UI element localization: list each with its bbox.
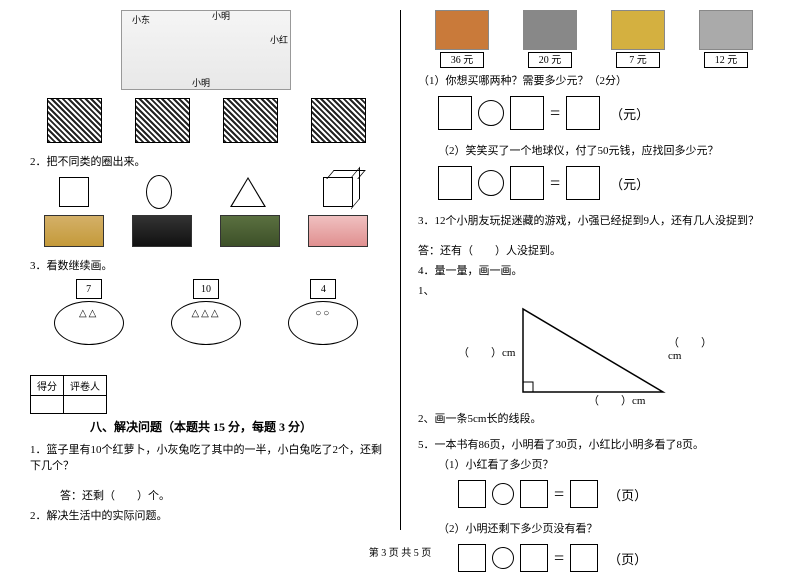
vehicles-row [30, 215, 382, 247]
scene-label: 小东 [132, 13, 150, 26]
answer-box[interactable] [458, 480, 486, 508]
count-row: 7 △△ 10 △△△ 4 ○○ [30, 279, 382, 345]
answer-box[interactable] [566, 96, 600, 130]
left-column: 小东 小明 小明 小红 2．把不同类的圈出来。 3．看数继续画。 [30, 10, 400, 540]
shop-item: 7 元 [611, 10, 665, 68]
plane-icon [308, 215, 368, 247]
count-number: 7 [76, 279, 102, 299]
cube-icon [323, 177, 353, 207]
pencil-case-icon [611, 10, 665, 50]
shapes-row [30, 175, 382, 209]
count-number: 10 [193, 279, 219, 299]
price-label: 12 元 [704, 52, 748, 68]
right-triangle-icon [518, 304, 668, 399]
dinosaur-icon [47, 98, 102, 143]
equals-sign: = [554, 484, 564, 505]
answer-box[interactable] [520, 480, 548, 508]
right-q4: 4．量一量，画一画。 [418, 262, 770, 278]
backpack-icon [699, 10, 753, 50]
dinosaur-icon [223, 98, 278, 143]
right-q5-1: （1）小红看了多少页？ [438, 456, 770, 472]
count-item: 10 △△△ [171, 279, 241, 345]
shop-item: 20 元 [523, 10, 577, 68]
right-q4-1: 1、 [418, 282, 770, 298]
car-icon [132, 215, 192, 247]
right-q1: （1）你想买哪两种？需要多少元？（2分） [418, 72, 770, 88]
section-8-title: 八、解决问题（本题共 15 分，每题 3 分） [90, 418, 382, 435]
triangle-label: （ ）cm [588, 392, 645, 408]
equation-row: = （元） [438, 96, 770, 130]
equation-row: = （页） [458, 480, 770, 508]
score-table: 得分 评卷人 [30, 375, 107, 414]
equals-sign: = [554, 548, 564, 569]
right-q3: 3．12个小朋友玩捉迷藏的游戏，小强已经捉到9人，还有几人没捉到？ [418, 212, 770, 228]
scene-label: 小明 [212, 9, 230, 22]
unit-label: （页） [608, 485, 647, 504]
shop-item: 36 元 [435, 10, 489, 68]
dinosaur-row [30, 98, 382, 143]
right-q2: （2）笑笑买了一个地球仪，付了50元钱，应找回多少元？ [438, 142, 770, 158]
score-blank[interactable] [31, 396, 64, 414]
unit-label: （元） [610, 104, 649, 123]
shop-items-row: 36 元 20 元 7 元 12 元 [418, 10, 770, 68]
dinosaur-icon [135, 98, 190, 143]
q8-1-answer: 答：还剩（ ）个。 [60, 487, 382, 503]
answer-box[interactable] [520, 544, 548, 572]
answer-box[interactable] [458, 544, 486, 572]
count-oval: △△ [54, 301, 124, 345]
operator-circle[interactable] [492, 547, 514, 569]
operator-circle[interactable] [492, 483, 514, 505]
price-label: 36 元 [440, 52, 484, 68]
right-q5: 5．一本书有86页，小明看了30页，小红比小明多看了8页。 [418, 436, 770, 452]
bus-icon [44, 215, 104, 247]
tank-icon [220, 215, 280, 247]
answer-box[interactable] [570, 544, 598, 572]
equals-sign: = [550, 103, 560, 124]
score-blank[interactable] [64, 396, 107, 414]
right-q3-answer: 答：还有（ ）人没捉到。 [418, 242, 770, 258]
globe-icon [523, 10, 577, 50]
square-icon [59, 177, 89, 207]
equation-row: = （页） [458, 544, 770, 572]
answer-box[interactable] [566, 166, 600, 200]
count-number: 4 [310, 279, 336, 299]
oval-icon [146, 175, 172, 209]
equation-row: = （元） [438, 166, 770, 200]
q8-2: 2．解决生活中的实际问题。 [30, 507, 382, 523]
question-2: 2．把不同类的圈出来。 [30, 153, 382, 169]
unit-label: （元） [610, 174, 649, 193]
score-cell: 评卷人 [64, 376, 107, 396]
right-column: 36 元 20 元 7 元 12 元 （1）你想买哪两种？需要多少元？（2分） … [400, 10, 770, 540]
q8-1: 1．篮子里有10个红萝卜，小灰兔吃了其中的一半，小白兔吃了2个，还剩下几个？ [30, 441, 382, 473]
children-illustration: 小东 小明 小明 小红 [121, 10, 291, 90]
question-3: 3．看数继续画。 [30, 257, 382, 273]
price-label: 20 元 [528, 52, 572, 68]
equals-sign: = [550, 173, 560, 194]
count-oval: ○○ [288, 301, 358, 345]
score-cell: 得分 [31, 376, 64, 396]
scene-label: 小明 [192, 76, 210, 89]
triangle-diagram: （ ）cm （ ）cm （ ）cm [458, 304, 708, 404]
count-item: 4 ○○ [288, 279, 358, 345]
count-oval: △△△ [171, 301, 241, 345]
triangle-label: （ ）cm [458, 344, 515, 360]
operator-circle[interactable] [478, 170, 504, 196]
answer-box[interactable] [570, 480, 598, 508]
scene-label: 小红 [270, 33, 288, 46]
answer-box[interactable] [510, 96, 544, 130]
right-q4-2: 2、画一条5cm长的线段。 [418, 410, 770, 426]
answer-box[interactable] [438, 96, 472, 130]
triangle-icon [230, 177, 266, 207]
dinosaur-icon [311, 98, 366, 143]
operator-circle[interactable] [478, 100, 504, 126]
answer-box[interactable] [510, 166, 544, 200]
right-q5-2: （2）小明还剩下多少页没有看？ [438, 520, 770, 536]
price-label: 7 元 [616, 52, 660, 68]
count-item: 7 △△ [54, 279, 124, 345]
shop-item: 12 元 [699, 10, 753, 68]
answer-box[interactable] [438, 166, 472, 200]
car-toy-icon [435, 10, 489, 50]
triangle-label: （ ）cm [668, 334, 712, 362]
